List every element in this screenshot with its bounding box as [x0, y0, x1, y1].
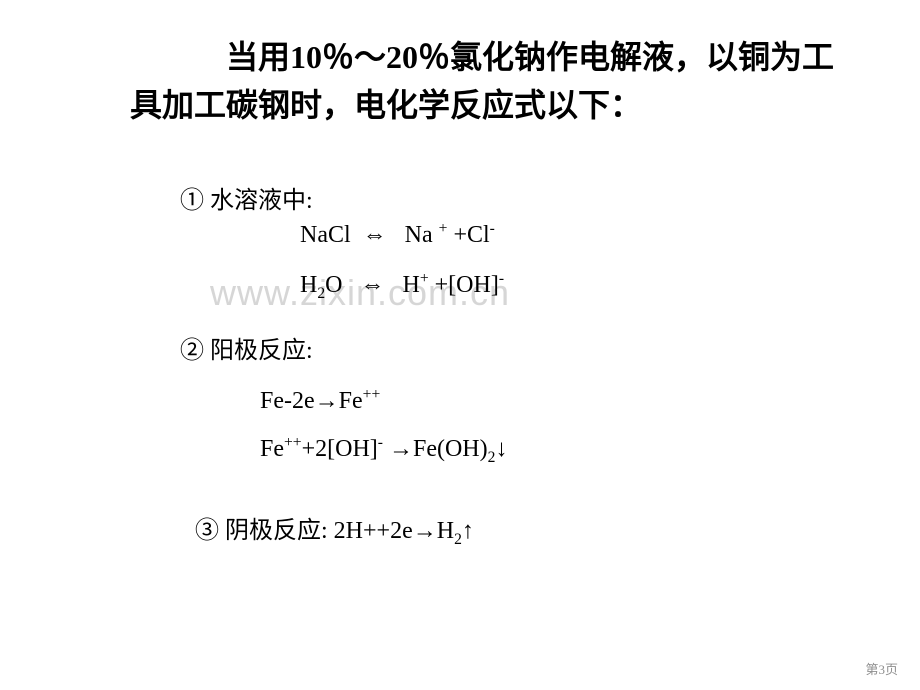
section1-label: ① 水溶液中: [180, 180, 313, 215]
section2-equation1: Fe-2e→Fe++ [260, 388, 380, 415]
section1-equation2: H2O ⇔ H+ +[OH]- [300, 272, 504, 299]
section3-full: ③ 阴极反应: 2H++2e→H2↑ [195, 510, 474, 545]
section2-label: ② 阳极反应: [180, 330, 313, 365]
page-number: 第3页 [865, 659, 898, 678]
section1-equation1: NaCl ⇔ Na + +Cl- [300, 222, 495, 249]
section2-equation2: Fe+++2[OH]- →Fe(OH)2↓ [260, 436, 507, 463]
slide-title: 当用10％～20％氯化钠作电解液，以铜为工具加工碳钢时，电化学反应式以下： [130, 33, 860, 129]
